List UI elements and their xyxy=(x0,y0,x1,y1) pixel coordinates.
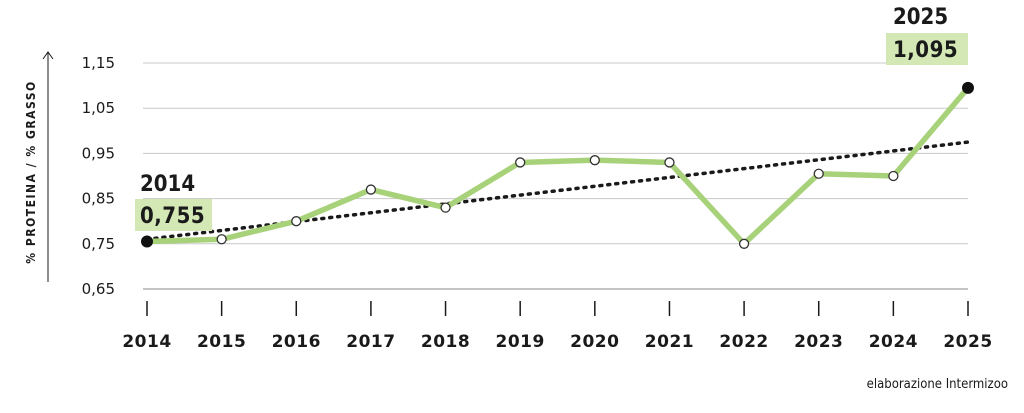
source-credit: elaborazione Intermizoo xyxy=(867,377,1008,392)
data-point xyxy=(962,81,974,94)
callout-2025-value: 1,095 xyxy=(893,38,958,63)
y-axis-label-group: % PROTEINA / % GRASSO xyxy=(24,51,54,282)
x-tick-label: 2022 xyxy=(719,332,768,352)
data-point xyxy=(440,202,451,213)
callout-2014-year: 2014 xyxy=(140,172,195,197)
x-axis: 2014 2015 2016 2017 2018 2019 2020 2021 2022 2023… xyxy=(122,301,992,352)
y-axis-arrow-head xyxy=(42,51,54,60)
data-point xyxy=(664,157,675,168)
grid-lines xyxy=(143,62,968,290)
data-points xyxy=(141,81,974,249)
y-tick-labels: 0,65 0,75 0,85 0,95 1,05 1,15 xyxy=(82,54,115,298)
y-tick-label: 0,95 xyxy=(82,144,115,162)
callout-2025-highlight xyxy=(886,33,968,65)
x-tick-label: 2016 xyxy=(272,332,321,352)
x-tick-label: 2023 xyxy=(794,332,843,352)
y-tick-label: 0,85 xyxy=(82,190,115,208)
x-tick-label: 2014 xyxy=(122,332,171,352)
data-point xyxy=(738,238,750,249)
x-tick-label: 2021 xyxy=(645,332,694,352)
x-tick-label: 2019 xyxy=(496,332,545,352)
data-point xyxy=(291,216,302,227)
x-tick-label: 2020 xyxy=(570,332,619,352)
callout-2025-year: 2025 xyxy=(893,5,948,30)
data-point xyxy=(515,157,526,168)
data-point xyxy=(216,234,227,245)
x-tick-label: 2024 xyxy=(869,332,918,352)
x-tick-label: 2018 xyxy=(421,332,470,352)
y-tick-label: 1,15 xyxy=(82,54,115,72)
data-point xyxy=(589,155,600,166)
y-tick-label: 0,75 xyxy=(82,235,115,253)
data-point xyxy=(365,184,377,195)
y-tick-label: 0,65 xyxy=(82,280,115,298)
callout-2014-value: 0,755 xyxy=(140,204,205,229)
x-tick-label: 2017 xyxy=(346,332,395,352)
callout-2014: 2014 0,755 xyxy=(135,172,212,231)
data-point xyxy=(888,170,899,182)
data-point xyxy=(141,235,153,248)
y-tick-label: 1,05 xyxy=(82,99,115,117)
x-tick-label: 2015 xyxy=(197,332,246,352)
x-tick-label: 2025 xyxy=(943,332,992,352)
series-line xyxy=(144,85,971,247)
callout-2014-highlight xyxy=(135,199,212,231)
data-point xyxy=(813,168,824,179)
callout-2025: 2025 1,095 xyxy=(886,5,968,65)
y-axis-label: % PROTEINA / % GRASSO xyxy=(24,80,38,263)
